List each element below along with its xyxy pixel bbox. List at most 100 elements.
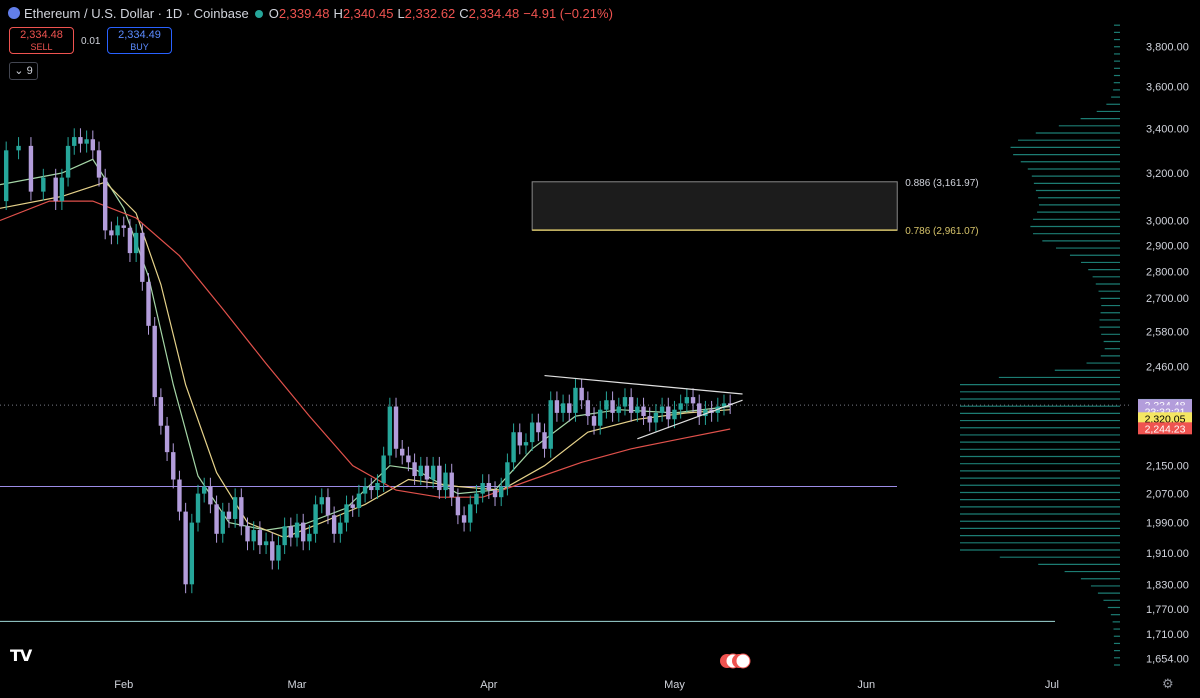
indicators-toggle[interactable]: ⌄ 9 [9, 62, 38, 80]
candle-body [492, 490, 498, 498]
candle-body [499, 486, 504, 498]
price-tick-label: 3,600.00 [1146, 81, 1189, 93]
candle-body [245, 526, 250, 542]
candle-body [41, 177, 46, 192]
price-tick-label: 2,150.00 [1146, 461, 1189, 473]
change-value: −4.91 (−0.21%) [523, 6, 613, 21]
candle-body [579, 387, 584, 401]
candle-body [72, 137, 77, 146]
time-tick-label: Feb [114, 679, 133, 691]
candle-body [523, 442, 529, 446]
candle-body [418, 465, 423, 477]
candle-body [659, 406, 665, 413]
events-flags-icon[interactable] [719, 653, 751, 669]
settings-icon[interactable]: ⚙ [1162, 676, 1174, 691]
candle-body [133, 232, 139, 254]
price-tick-label: 2,700.00 [1146, 293, 1189, 305]
candle-body [560, 403, 566, 413]
sell-button[interactable]: 2,334.48 SELL [9, 27, 74, 54]
price-tick-label: 1,910.00 [1146, 548, 1189, 560]
symbol-title[interactable]: Ethereum / U.S. Dollar · 1D · Coinbase [24, 6, 249, 21]
candle-body [189, 522, 195, 585]
candle-body [127, 227, 133, 254]
candle-body [158, 397, 164, 426]
price-tag-label: 2,320.05 [1145, 413, 1186, 425]
candle-body [102, 177, 108, 231]
candle-body [121, 225, 126, 228]
buy-label: BUY [130, 42, 149, 52]
candle-body [301, 522, 306, 542]
candle-body [59, 177, 65, 202]
candle-body [201, 486, 207, 494]
high-label: H [333, 6, 343, 21]
volume-profile [960, 24, 1120, 666]
price-axis[interactable]: 3,800.00 3,600.00 3,400.00 3,200.00 3,000.00… [1146, 41, 1189, 665]
candle-body [697, 403, 702, 417]
candle-body [647, 416, 652, 423]
high-value: 2,340.45 [342, 6, 394, 21]
candle-body [53, 177, 58, 202]
buy-button[interactable]: 2,334.49 BUY [107, 27, 172, 54]
candle-body [220, 511, 225, 534]
triangle-pattern [544, 374, 743, 440]
candle-body [28, 145, 34, 192]
candle-body [437, 465, 442, 491]
candle-body [616, 406, 621, 413]
candle-body [294, 522, 300, 538]
candle-body [307, 533, 312, 542]
candle-body [344, 504, 349, 523]
candle-body [331, 515, 337, 534]
candle-body [511, 432, 516, 463]
candle-body [641, 406, 646, 417]
candle-body [65, 145, 71, 178]
price-tick-label: 3,800.00 [1146, 41, 1189, 53]
moving-average-line [0, 158, 731, 531]
candle-body [232, 497, 238, 519]
candle-body [610, 400, 615, 413]
price-tick-label: 1,770.00 [1146, 604, 1189, 616]
candle-body [350, 504, 355, 508]
candle-body [276, 545, 281, 561]
candle-body [591, 416, 597, 426]
candle-body [146, 281, 151, 326]
triangle-trendline [544, 374, 743, 395]
candle-body [505, 462, 510, 487]
candle-body [375, 483, 380, 491]
time-axis[interactable]: Feb Mar Apr May Jun Jul [114, 679, 1059, 691]
buy-price: 2,334.49 [118, 29, 161, 41]
price-tick-label: 3,400.00 [1146, 123, 1189, 135]
candle-body [721, 403, 727, 407]
price-tag-label: 2,244.23 [1145, 423, 1186, 435]
candle-body [548, 400, 553, 449]
candle-body [387, 406, 393, 456]
candle-body [480, 483, 485, 494]
candle-body [177, 479, 182, 512]
candle-body [362, 486, 368, 494]
price-tick-label: 3,200.00 [1146, 168, 1189, 180]
tradingview-logo-icon[interactable]: TV [10, 646, 32, 665]
price-tick-label: 3,000.00 [1146, 215, 1189, 227]
sell-label: SELL [30, 42, 53, 52]
chart-lines [0, 404, 1130, 622]
price-tick-label: 2,070.00 [1146, 489, 1189, 501]
candle-body [449, 472, 454, 498]
price-tag-bg [1138, 412, 1192, 425]
price-tag-bg [1138, 422, 1192, 435]
time-tick-label: Jun [857, 679, 875, 691]
candle-body [313, 504, 318, 534]
candle-body [412, 462, 417, 477]
candle-body [239, 497, 244, 527]
candle-body [678, 403, 683, 410]
symbol-header: Ethereum / U.S. Dollar · 1D · Coinbase O2… [8, 6, 617, 21]
price-tags: 2,334.982,334.4823:32:212,320.052,244.23 [1138, 398, 1192, 435]
candle-body [400, 448, 405, 456]
open-label: O [268, 6, 279, 21]
candle-body [214, 504, 219, 534]
candle-body [455, 497, 461, 516]
fib-zone-box [531, 181, 898, 231]
candle-body [406, 455, 411, 463]
candle-body [381, 455, 386, 484]
candle-body [690, 397, 696, 404]
open-value: 2,339.48 [278, 6, 330, 21]
